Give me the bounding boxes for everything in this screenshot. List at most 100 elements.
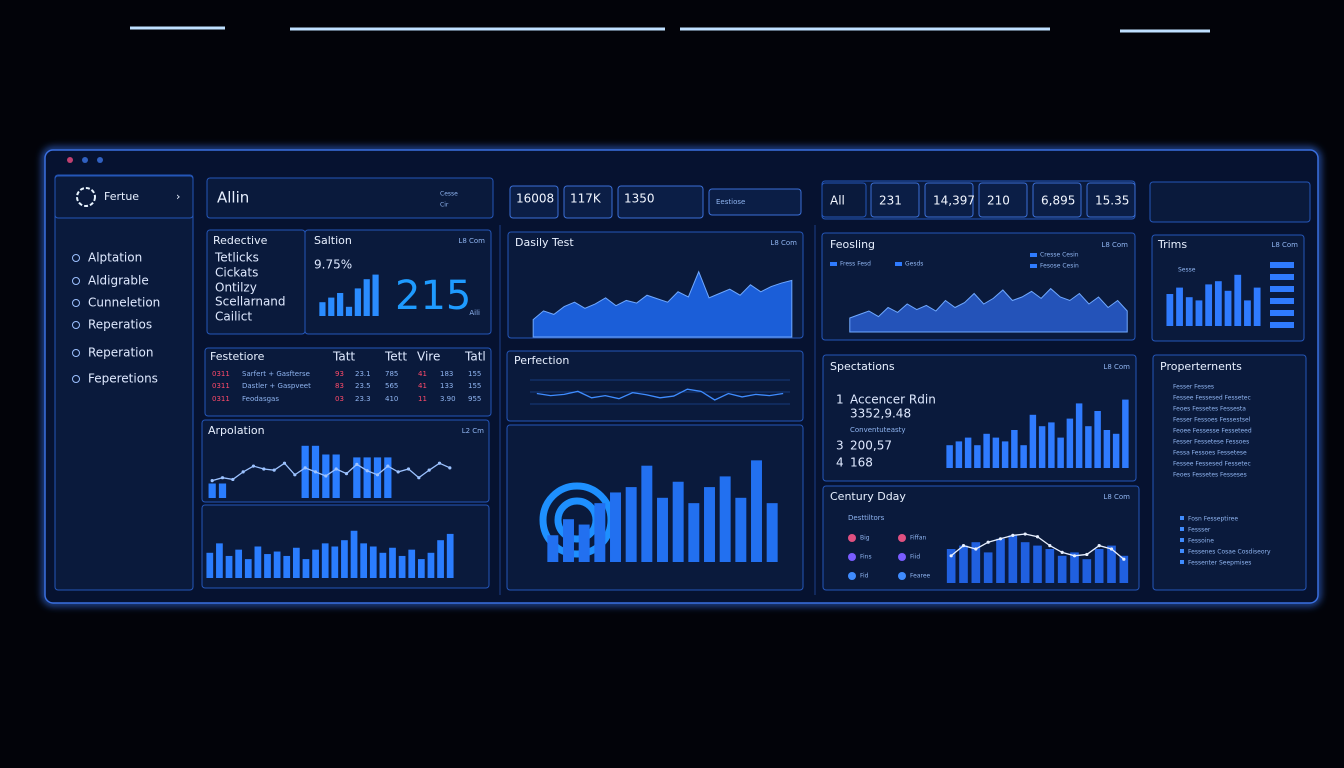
window-dot — [67, 157, 73, 163]
bar — [360, 543, 368, 578]
label: L8 Com — [458, 237, 485, 245]
point — [417, 476, 421, 480]
point — [303, 466, 307, 470]
table-cell: 23.3 — [355, 395, 371, 403]
bar — [427, 552, 435, 578]
legend-swatch — [1030, 264, 1037, 268]
legend-bar — [1270, 274, 1294, 280]
window-dot — [82, 157, 88, 163]
bar — [946, 445, 953, 468]
bar — [264, 554, 271, 578]
bar — [563, 519, 574, 562]
bullet — [1180, 538, 1184, 542]
bar — [1205, 284, 1213, 326]
legend-label: Fearee — [910, 573, 931, 580]
label: L2 Cm — [462, 427, 484, 435]
table-cell: Sarfert + Gasfterse — [242, 370, 310, 378]
sidebar — [54, 174, 194, 591]
point — [262, 467, 266, 471]
stat-box — [617, 185, 704, 219]
legend-bar — [1270, 298, 1294, 304]
table-cell: 93 — [335, 370, 344, 378]
bar — [1085, 426, 1092, 468]
bar — [244, 559, 252, 578]
legend-dot — [898, 534, 906, 542]
nav-item[interactable]: Feperetions — [88, 372, 158, 386]
bar — [417, 559, 425, 578]
legend-label: Fid — [860, 573, 869, 580]
stat-value: 117K — [570, 192, 602, 206]
chart-title: Perfection — [514, 354, 569, 367]
chart-title: Arpolation — [208, 424, 265, 437]
table-cell: 41 — [418, 382, 427, 390]
bar — [578, 524, 590, 562]
chart-title: Trims — [1157, 238, 1187, 251]
bar — [446, 533, 454, 578]
stat-box — [509, 185, 559, 219]
nav-item[interactable]: Aldigrable — [88, 274, 149, 288]
line — [536, 388, 784, 401]
bar — [1045, 549, 1055, 583]
point — [1011, 533, 1015, 538]
bar — [1253, 287, 1261, 326]
stat-value: 231 — [879, 194, 902, 208]
bar — [321, 543, 329, 578]
bar — [337, 293, 344, 316]
nav-item[interactable]: Reperatios — [88, 318, 152, 332]
table-cell: 83 — [335, 382, 344, 390]
nav-icon — [72, 277, 80, 285]
bar — [369, 546, 377, 578]
list-row: Fessee Fessesed Fessetec — [1173, 395, 1251, 402]
stat-box — [1032, 182, 1082, 218]
bar — [1075, 403, 1083, 468]
point — [448, 466, 452, 470]
label: L8 Com — [1101, 241, 1128, 249]
nav-item[interactable]: Cunneletion — [88, 296, 160, 310]
stat-box — [1086, 182, 1136, 218]
nav-icon — [72, 299, 80, 307]
legend-bar — [1270, 322, 1294, 328]
legend-label: Fesose Cesin — [1040, 263, 1079, 270]
point — [1072, 554, 1077, 558]
nav-item[interactable]: Alptation — [88, 251, 142, 265]
search-box[interactable] — [708, 188, 802, 216]
nav-item[interactable]: Reperation — [88, 346, 153, 360]
point — [251, 464, 256, 468]
point — [1122, 557, 1126, 561]
label: Tetlicks — [214, 251, 259, 265]
list-row: Fessee Fessesed Fessetec — [1173, 461, 1251, 468]
bar — [345, 306, 353, 316]
point — [375, 473, 380, 477]
point — [241, 470, 245, 474]
table-cell: 785 — [385, 370, 398, 378]
point — [272, 468, 276, 472]
chart-title: Century Dday — [830, 490, 906, 503]
bar — [751, 460, 762, 562]
stat-value: 16008 — [516, 192, 554, 206]
bar — [1070, 552, 1079, 583]
chart-title: Dasily Test — [515, 236, 574, 249]
table-cell: 23.1 — [355, 370, 371, 378]
label: Redective — [213, 234, 268, 247]
bar — [1244, 300, 1251, 326]
label: Accencer Rdin — [850, 393, 936, 407]
bar — [1214, 281, 1222, 326]
table-cell: 155 — [468, 382, 481, 390]
bar — [1057, 555, 1067, 583]
bar — [363, 457, 371, 498]
ceiling-lights — [130, 26, 1210, 33]
bar — [1112, 433, 1120, 468]
bar — [971, 542, 981, 583]
list-row: Feoes Fessetes Fesseses — [1173, 472, 1247, 479]
point — [1023, 532, 1027, 536]
stat-box — [870, 182, 920, 218]
label: Cesse — [440, 191, 458, 198]
label: L8 Com — [1103, 493, 1130, 501]
table-cell: 0311 — [212, 395, 230, 403]
point — [1097, 544, 1101, 548]
table-cell: 0311 — [212, 382, 230, 390]
bar — [1166, 294, 1174, 326]
bar — [983, 552, 993, 583]
table-cell: Dastler + Gaspveet — [242, 382, 311, 390]
